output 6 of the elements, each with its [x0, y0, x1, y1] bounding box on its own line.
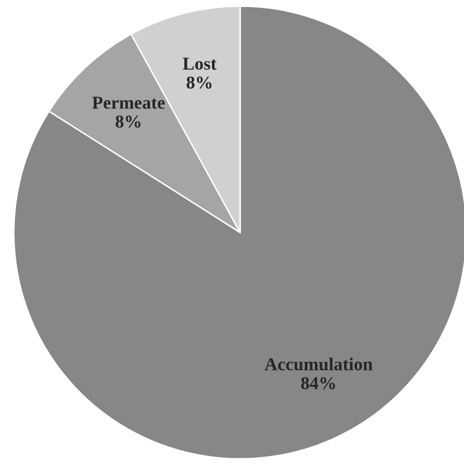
- data-label: 8%: [186, 76, 212, 89]
- slice-label: Permeate: [92, 96, 165, 109]
- slice-label: Lost: [182, 58, 217, 70]
- data-label: 84%: [301, 377, 335, 390]
- data-label: 8%: [116, 115, 140, 128]
- slice-label: Accumulation: [264, 358, 373, 370]
